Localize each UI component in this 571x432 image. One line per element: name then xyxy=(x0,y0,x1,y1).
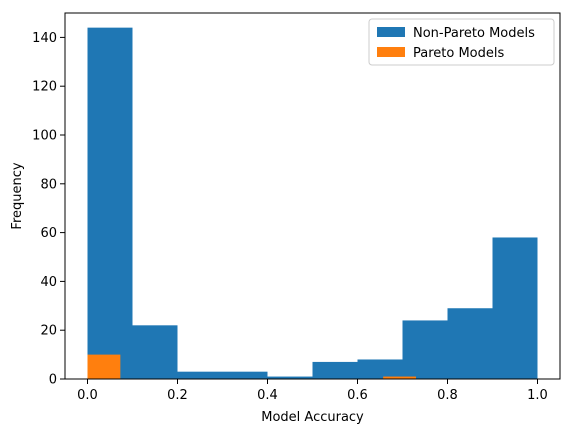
x-tick-label: 0.8 xyxy=(437,388,458,403)
y-tick-label: 120 xyxy=(32,80,57,95)
non-pareto-bar-9 xyxy=(492,237,538,379)
x-tick-label: 0.0 xyxy=(77,388,98,403)
y-tick-label: 60 xyxy=(40,226,57,241)
non-pareto-bar-6 xyxy=(357,359,403,379)
y-tick-label: 80 xyxy=(40,177,57,192)
non-pareto-bar-5 xyxy=(312,361,358,379)
x-tick-label: 0.6 xyxy=(347,388,368,403)
legend-label-pareto: Pareto Models xyxy=(413,46,504,61)
non-pareto-bar-4 xyxy=(267,376,313,379)
y-tick-label: 100 xyxy=(32,129,57,144)
y-tick-label: 40 xyxy=(40,275,57,290)
y-tick-label: 20 xyxy=(40,324,57,339)
bars-layer xyxy=(87,27,538,379)
legend: Non-Pareto Models Pareto Models xyxy=(368,18,555,66)
x-tick-label: 0.2 xyxy=(167,388,188,403)
pareto-bar-9 xyxy=(383,376,416,379)
y-tick-label: 140 xyxy=(32,31,57,46)
x-axis-title: Model Accuracy xyxy=(261,410,364,425)
legend-swatch-non-pareto xyxy=(377,27,405,37)
non-pareto-bar-3 xyxy=(222,371,268,379)
non-pareto-bar-7 xyxy=(402,320,448,379)
non-pareto-bar-8 xyxy=(447,308,493,379)
plot-frame xyxy=(64,12,561,380)
pareto-bar-0 xyxy=(87,354,121,379)
y-axis-ticks: 0 20 40 60 80 100 120 140 xyxy=(32,31,65,388)
x-tick-label: 0.4 xyxy=(257,388,278,403)
non-pareto-bar-0 xyxy=(87,27,133,379)
x-tick-label: 1.0 xyxy=(527,388,548,403)
legend-box xyxy=(368,18,555,66)
legend-swatch-pareto xyxy=(377,47,405,57)
x-axis-ticks: 0.0 0.2 0.4 0.6 0.8 1.0 xyxy=(77,379,548,403)
y-axis-title: Frequency xyxy=(10,162,25,229)
y-tick-label: 0 xyxy=(49,373,57,388)
non-pareto-bar-1 xyxy=(132,325,178,379)
non-pareto-bar-2 xyxy=(177,371,223,379)
legend-label-non-pareto: Non-Pareto Models xyxy=(413,26,535,41)
